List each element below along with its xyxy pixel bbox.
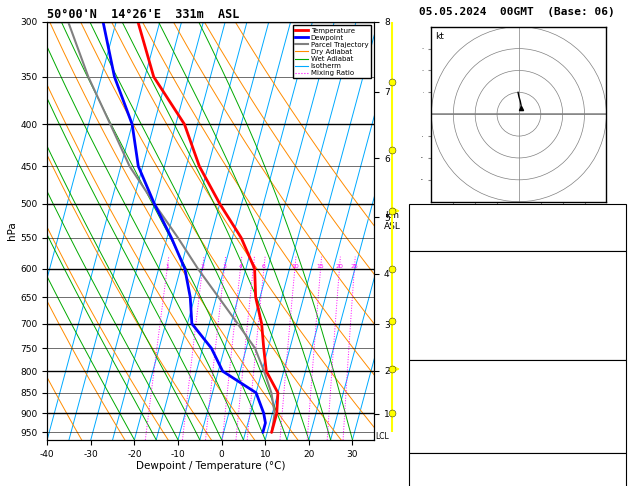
Text: 20: 20 (335, 264, 343, 269)
Text: 3: 3 (222, 264, 226, 269)
Text: θₑ(K): θₑ(K) (412, 298, 442, 309)
Text: Surface: Surface (497, 252, 538, 262)
Text: 306: 306 (605, 298, 623, 309)
Text: 0: 0 (617, 330, 623, 340)
Text: 11: 11 (611, 267, 623, 278)
Text: 5: 5 (617, 314, 623, 324)
Text: 26: 26 (611, 469, 623, 480)
Text: 314: 314 (605, 392, 623, 402)
Text: Totals Totals: Totals Totals (412, 221, 488, 231)
Text: 50°00'N  14°26'E  331m  ASL: 50°00'N 14°26'E 331m ASL (47, 8, 240, 21)
Text: Temp (°C): Temp (°C) (412, 267, 465, 278)
Text: 42: 42 (611, 423, 623, 433)
Text: Hodograph: Hodograph (491, 454, 544, 464)
Text: CAPE (J): CAPE (J) (412, 330, 459, 340)
Text: Most Unstable: Most Unstable (479, 361, 555, 371)
Text: 49: 49 (611, 221, 623, 231)
Text: 1: 1 (617, 407, 623, 417)
Text: 9: 9 (617, 283, 623, 293)
Text: CAPE (J): CAPE (J) (412, 423, 459, 433)
Text: LCL: LCL (376, 432, 389, 441)
Text: 1: 1 (165, 264, 169, 269)
Text: CIN (J): CIN (J) (412, 438, 453, 449)
Text: 4: 4 (238, 264, 242, 269)
Text: 33: 33 (611, 485, 623, 486)
Text: 05.05.2024  00GMT  (Base: 06): 05.05.2024 00GMT (Base: 06) (420, 7, 615, 17)
Text: CIN (J): CIN (J) (412, 345, 453, 355)
Text: © weatheronline.co.uk: © weatheronline.co.uk (465, 445, 570, 454)
Text: 6: 6 (262, 264, 266, 269)
Y-axis label: hPa: hPa (8, 222, 18, 240)
Text: 25: 25 (350, 264, 359, 269)
Text: Pressure (mb): Pressure (mb) (412, 376, 488, 386)
Text: 10: 10 (291, 264, 299, 269)
Text: Lifted Index: Lifted Index (412, 314, 482, 324)
Y-axis label: km
ASL: km ASL (384, 211, 401, 231)
Text: Lifted Index: Lifted Index (412, 407, 482, 417)
Text: SREH: SREH (412, 485, 435, 486)
Text: Dewp (°C): Dewp (°C) (412, 283, 465, 293)
Text: 2: 2 (201, 264, 204, 269)
Text: 0: 0 (617, 345, 623, 355)
Legend: Temperature, Dewpoint, Parcel Trajectory, Dry Adiabat, Wet Adiabat, Isotherm, Mi: Temperature, Dewpoint, Parcel Trajectory… (293, 25, 370, 78)
Text: kt: kt (435, 32, 444, 41)
Text: 15: 15 (316, 264, 325, 269)
Text: EH: EH (412, 469, 424, 480)
Text: 900: 900 (605, 376, 623, 386)
Text: 13: 13 (611, 438, 623, 449)
Text: K: K (412, 206, 418, 216)
Text: PW (cm): PW (cm) (412, 236, 453, 246)
Text: θₑ (K): θₑ (K) (412, 392, 447, 402)
Text: 1.81: 1.81 (599, 236, 623, 246)
X-axis label: Dewpoint / Temperature (°C): Dewpoint / Temperature (°C) (136, 461, 286, 471)
Text: 5: 5 (251, 264, 255, 269)
Text: 26: 26 (611, 206, 623, 216)
